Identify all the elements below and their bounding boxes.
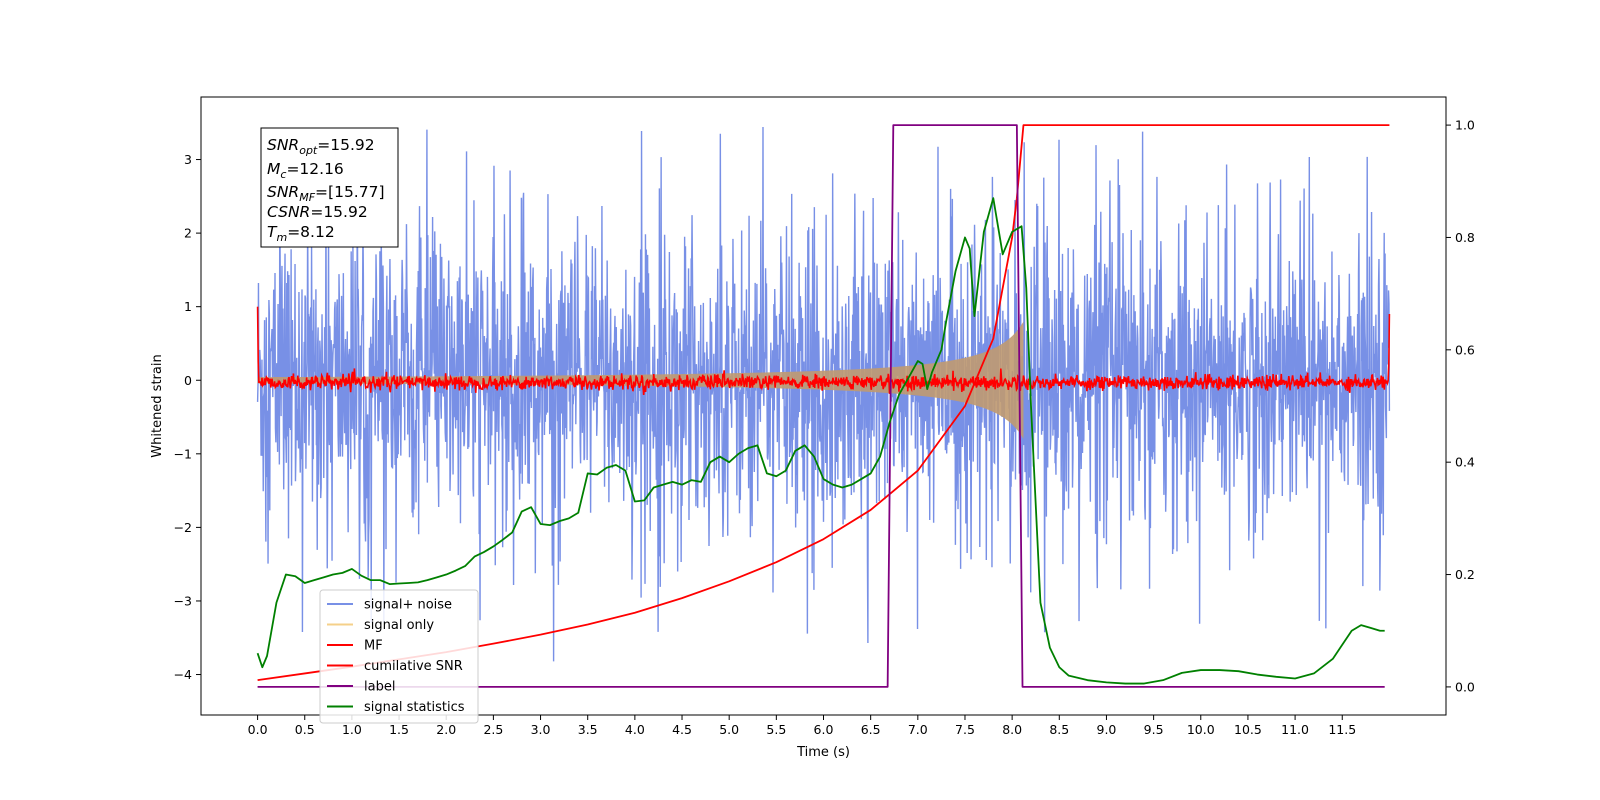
- y-tick-label-left: 2: [184, 226, 192, 241]
- stat-snr-opt: SNRopt=15.92: [267, 136, 375, 157]
- x-tick-label: 8.0: [1002, 722, 1022, 737]
- stat-tm: Tm=8.12: [267, 223, 335, 244]
- x-tick-label: 0.0: [248, 722, 268, 737]
- x-tick-label: 3.5: [578, 722, 598, 737]
- x-tick-label: 10.0: [1187, 722, 1215, 737]
- legend-frame: [319, 589, 479, 724]
- x-tick-label: 9.5: [1144, 722, 1164, 737]
- x-tick-label: 11.0: [1281, 722, 1309, 737]
- legend-entry-label: label: [364, 680, 395, 695]
- x-tick-label: 2.5: [483, 722, 503, 737]
- x-tick-label: 4.5: [672, 722, 692, 737]
- legend-entry-label: signal statistics: [364, 700, 465, 715]
- x-tick-label: 6.5: [861, 722, 881, 737]
- x-tick-label: 5.5: [766, 722, 786, 737]
- series-signal-only: [257, 321, 1024, 439]
- series-signal-noise: [256, 127, 1391, 662]
- y-tick-label-right: 0.2: [1455, 567, 1475, 582]
- y-axis-label: Whitened strain: [150, 354, 165, 457]
- y-tick-label-left: −1: [174, 446, 192, 461]
- x-tick-label: 6.0: [814, 722, 834, 737]
- y-tick-label-left: 1: [184, 299, 192, 314]
- series-signal-statistics: [256, 197, 1385, 685]
- x-tick-label: 11.5: [1328, 722, 1356, 737]
- y-tick-label-left: −3: [174, 593, 192, 608]
- legend-entry-label: cumilative SNR: [364, 659, 463, 674]
- stats-box-frame: [260, 127, 399, 248]
- stat-snr-mf: SNRMF=[15.77]: [267, 183, 385, 204]
- y-tick-label-right: 0.0: [1455, 679, 1475, 694]
- y-tick-label-left: −4: [174, 667, 192, 682]
- x-tick-label: 8.5: [1049, 722, 1069, 737]
- y-tick-label-right: 0.4: [1455, 455, 1475, 470]
- x-tick-label: 2.0: [436, 722, 456, 737]
- legend-entry-label: signal+ noise: [364, 598, 452, 613]
- x-tick-label: 1.5: [389, 722, 409, 737]
- x-axis-label: Time (s): [796, 745, 850, 760]
- legend-entry-label: signal only: [364, 618, 434, 633]
- legend: signal+ noise signal only MF cumilative SNR…: [319, 589, 479, 724]
- x-tick-label: 3.0: [531, 722, 551, 737]
- x-tick-label: 9.0: [1097, 722, 1117, 737]
- y-axis-right: 1.0 0.8 0.6 0.4 0.2 0.0: [1446, 118, 1475, 694]
- x-tick-label: 1.0: [342, 722, 362, 737]
- x-tick-label: 7.0: [908, 722, 928, 737]
- y-tick-label-left: −2: [174, 520, 192, 535]
- x-tick-label: 5.0: [719, 722, 739, 737]
- x-tick-label: 10.5: [1234, 722, 1262, 737]
- y-tick-label-right: 0.6: [1455, 342, 1475, 357]
- stat-csnr: CSNR=15.92: [267, 203, 368, 221]
- series-mf: [256, 306, 1391, 396]
- y-axis-left: 3 2 1 0 −1 −2 −3 −4: [174, 152, 201, 682]
- stats-box: SNRopt=15.92 Mc=12.16 SNRMF=[15.77] CSNR…: [260, 127, 399, 248]
- x-tick-label: 0.5: [295, 722, 315, 737]
- y-tick-label-right: 1.0: [1455, 118, 1475, 133]
- y-tick-label-left: 3: [184, 152, 192, 167]
- stat-mc: Mc=12.16: [267, 160, 344, 181]
- x-tick-label: 7.5: [955, 722, 975, 737]
- legend-entry-label: MF: [364, 639, 383, 654]
- y-tick-label-right: 0.8: [1455, 230, 1475, 245]
- x-tick-label: 4.0: [625, 722, 645, 737]
- series-label: [257, 124, 1385, 688]
- x-axis: 0.0 0.5 1.0 1.5 2.0 2.5 3.0 3.5 4.0 4.5 5.0 5.5 6.0 6…: [248, 715, 1356, 737]
- y-tick-label-left: 0: [184, 373, 192, 388]
